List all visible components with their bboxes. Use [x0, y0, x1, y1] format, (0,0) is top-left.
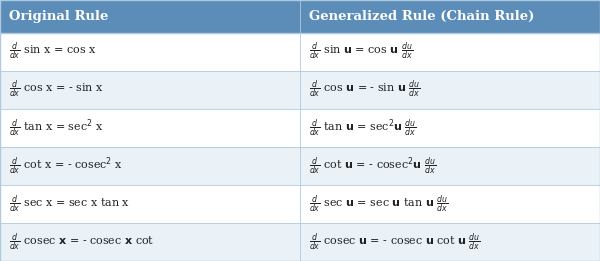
Bar — [300, 109, 600, 147]
Bar — [300, 0, 600, 33]
Text: $\frac{d}{dx}$ cosec $\mathbf{x}$ = - cosec $\mathbf{x}$ cot: $\frac{d}{dx}$ cosec $\mathbf{x}$ = - co… — [9, 231, 154, 253]
Text: Original Rule: Original Rule — [9, 10, 109, 23]
Bar — [0, 147, 300, 185]
Bar — [300, 71, 600, 109]
Text: $\frac{d}{dx}$ tan x = sec$^2$ x: $\frac{d}{dx}$ tan x = sec$^2$ x — [9, 117, 104, 139]
Bar — [0, 109, 300, 147]
Text: $\frac{d}{dx}$ sec x = sec x tan x: $\frac{d}{dx}$ sec x = sec x tan x — [9, 193, 130, 215]
Text: $\frac{d}{dx}$ tan $\mathbf{u}$ = sec$^{2}$$\mathbf{u}$ $\frac{du}{dx}$: $\frac{d}{dx}$ tan $\mathbf{u}$ = sec$^{… — [309, 117, 417, 139]
Bar — [0, 0, 300, 33]
Text: $\frac{d}{dx}$ cosec $\mathbf{u}$ = - cosec $\mathbf{u}$ cot $\mathbf{u}$ $\frac: $\frac{d}{dx}$ cosec $\mathbf{u}$ = - co… — [309, 231, 481, 253]
Bar — [0, 223, 300, 261]
Bar — [300, 223, 600, 261]
Text: $\frac{d}{dx}$ cot x = - cosec$^2$ x: $\frac{d}{dx}$ cot x = - cosec$^2$ x — [9, 155, 123, 177]
Bar — [0, 185, 300, 223]
Bar — [300, 33, 600, 71]
Text: Generalized Rule (Chain Rule): Generalized Rule (Chain Rule) — [309, 10, 535, 23]
Bar — [0, 33, 300, 71]
Bar — [300, 185, 600, 223]
Text: $\frac{d}{dx}$ sin x = cos x: $\frac{d}{dx}$ sin x = cos x — [9, 41, 97, 62]
Text: $\frac{d}{dx}$ sin $\mathbf{u}$ = cos $\mathbf{u}$ $\frac{du}{dx}$: $\frac{d}{dx}$ sin $\mathbf{u}$ = cos $\… — [309, 41, 413, 62]
Text: $\frac{d}{dx}$ sec $\mathbf{u}$ = sec $\mathbf{u}$ tan $\mathbf{u}$ $\frac{du}{d: $\frac{d}{dx}$ sec $\mathbf{u}$ = sec $\… — [309, 193, 449, 215]
Text: $\frac{d}{dx}$ cos $\mathbf{u}$ = - sin $\mathbf{u}$ $\frac{du}{dx}$: $\frac{d}{dx}$ cos $\mathbf{u}$ = - sin … — [309, 79, 421, 100]
Bar — [0, 71, 300, 109]
Text: $\frac{d}{dx}$ cos x = - sin x: $\frac{d}{dx}$ cos x = - sin x — [9, 79, 104, 100]
Text: $\frac{d}{dx}$ cot $\mathbf{u}$ = - cosec$^{2}$$\mathbf{u}$ $\frac{du}{dx}$: $\frac{d}{dx}$ cot $\mathbf{u}$ = - cose… — [309, 155, 436, 177]
Bar — [300, 147, 600, 185]
